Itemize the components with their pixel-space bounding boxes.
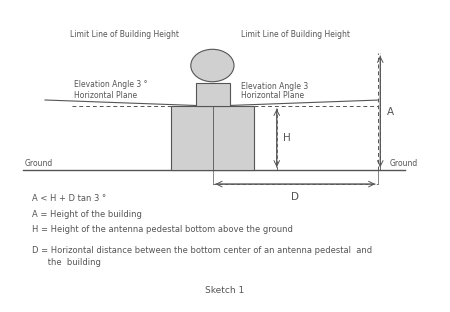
Text: Limit Line of Building Height: Limit Line of Building Height (70, 30, 179, 39)
Text: D = Horizontal distance between the bottom center of an antenna pedestal  and: D = Horizontal distance between the bott… (32, 246, 372, 255)
Text: Sketch 1: Sketch 1 (205, 286, 245, 295)
Ellipse shape (191, 49, 234, 82)
Text: Elevation Angle 3: Elevation Angle 3 (241, 82, 308, 91)
Text: Horizontal Plane: Horizontal Plane (241, 91, 304, 100)
Text: Horizontal Plane: Horizontal Plane (74, 91, 137, 100)
Text: Ground: Ground (25, 159, 53, 168)
Text: D: D (291, 192, 299, 202)
Bar (171, 106, 254, 170)
Text: A: A (387, 106, 394, 117)
Text: A = Height of the building: A = Height of the building (32, 210, 141, 219)
Bar (196, 83, 230, 106)
Text: Ground: Ground (389, 159, 418, 168)
Text: A < H + D tan 3 °: A < H + D tan 3 ° (32, 194, 106, 203)
Text: the  building: the building (32, 258, 100, 267)
Text: H = Height of the antenna pedestal bottom above the ground: H = Height of the antenna pedestal botto… (32, 226, 293, 234)
Text: H: H (284, 133, 291, 143)
Text: Elevation Angle 3 °: Elevation Angle 3 ° (74, 80, 148, 89)
Text: Limit Line of Building Height: Limit Line of Building Height (241, 30, 350, 39)
